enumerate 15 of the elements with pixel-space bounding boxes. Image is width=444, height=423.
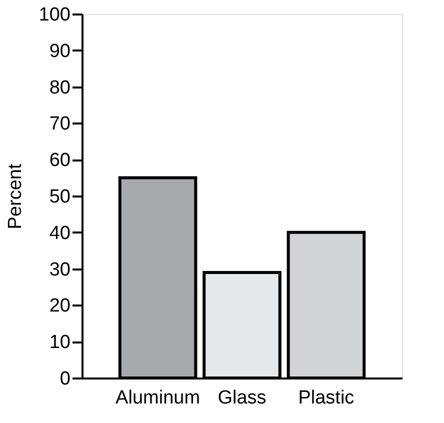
- y-tick-label: 0: [60, 368, 70, 390]
- y-tick-label: 40: [49, 222, 70, 244]
- y-tick-label: 80: [49, 77, 70, 98]
- y-tick-label: 100: [38, 4, 70, 26]
- x-tick-label: Plastic: [298, 388, 354, 408]
- y-tick-label: 30: [49, 259, 70, 280]
- y-axis-title: Percent: [4, 163, 26, 230]
- y-tick-label: 70: [49, 114, 70, 135]
- y-tick-label: 50: [49, 186, 70, 208]
- x-tick-label: Aluminum: [116, 388, 200, 408]
- y-tick-label: 90: [49, 40, 70, 62]
- y-tick-label: 20: [49, 296, 70, 317]
- y-tick-label: 60: [49, 150, 70, 172]
- y-tick-label: 10: [49, 332, 70, 354]
- x-tick-label: Glass: [218, 388, 266, 408]
